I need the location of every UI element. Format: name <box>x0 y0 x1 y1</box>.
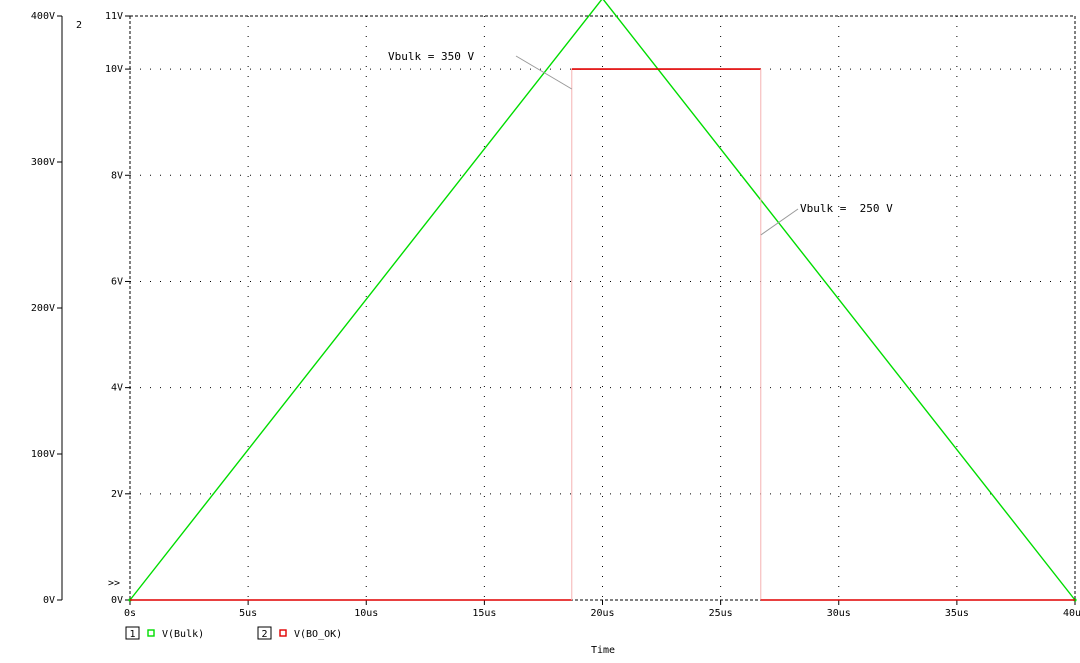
legend: 1 V(Bulk) 2 V(BO_OK) <box>125 626 342 640</box>
legend-axis-id: 1 <box>129 629 135 640</box>
annotation-label: Vbulk = 350 V <box>388 50 474 63</box>
legend-series-name: V(BO_OK) <box>294 629 342 640</box>
legend-item: 1 V(Bulk) <box>125 626 204 640</box>
annotations: Vbulk = 350 V Vbulk = 250 V <box>388 50 893 236</box>
x-axis-label: Time <box>591 645 615 656</box>
legend-item: 2 V(BO_OK) <box>257 626 342 640</box>
legend-axis-box <box>257 626 272 640</box>
grid <box>130 16 1075 600</box>
axis-2-overflow-marker: >> <box>108 578 120 589</box>
x-tick-label: 10us <box>354 608 378 619</box>
axis-1-tick-label: 300V <box>31 157 55 168</box>
legend-swatch <box>147 629 155 637</box>
axis-2-tick-label: 6V <box>111 276 123 287</box>
annotation-leader <box>760 208 799 236</box>
series-v-bulk--line <box>129 0 1076 601</box>
annotation-leader <box>515 55 573 90</box>
axis-2-tick-label: 0V <box>111 595 123 606</box>
x-axis: 0s 5us 10us 15us 20us 25us 30us 35us 40us Time <box>124 600 1080 656</box>
axis-2-id-label: 2 <box>76 20 82 31</box>
axis-1-tick-label: 0V <box>43 595 55 606</box>
axis-2-tick-label: 4V <box>111 383 123 394</box>
axis-2-tick-label: 8V <box>111 170 123 181</box>
axis-1: 2 0V 100V 200V 300V 400V <box>31 11 82 606</box>
legend-series-name: V(Bulk) <box>162 629 204 640</box>
axis-2-tick-label: 2V <box>111 489 123 500</box>
legend-axis-box <box>125 626 140 640</box>
legend-axis-id: 2 <box>261 629 267 640</box>
axis-1-tick-label: 200V <box>31 303 55 314</box>
axis-1-tick-label: 100V <box>31 449 55 460</box>
x-tick-label: 35us <box>945 608 969 619</box>
x-tick-label: 25us <box>709 608 733 619</box>
axis-2-tick-label: 11V <box>105 11 123 22</box>
axis-2-tick-label: 10V <box>105 64 123 75</box>
axis-1-tick-label: 400V <box>31 11 55 22</box>
x-tick-label: 40us <box>1063 608 1080 619</box>
annotation-label: Vbulk = 250 V <box>800 202 893 215</box>
plot-frame <box>129 15 1076 601</box>
x-tick-label: 5us <box>239 608 257 619</box>
x-tick-label: 20us <box>590 608 614 619</box>
axis-2: 0V 2V 4V 6V 8V 10V 11V >> <box>105 11 130 606</box>
x-tick-label: 0s <box>124 608 136 619</box>
x-tick-label: 30us <box>827 608 851 619</box>
x-tick-label: 15us <box>472 608 496 619</box>
legend-swatch <box>279 629 287 637</box>
series <box>128 0 1077 602</box>
